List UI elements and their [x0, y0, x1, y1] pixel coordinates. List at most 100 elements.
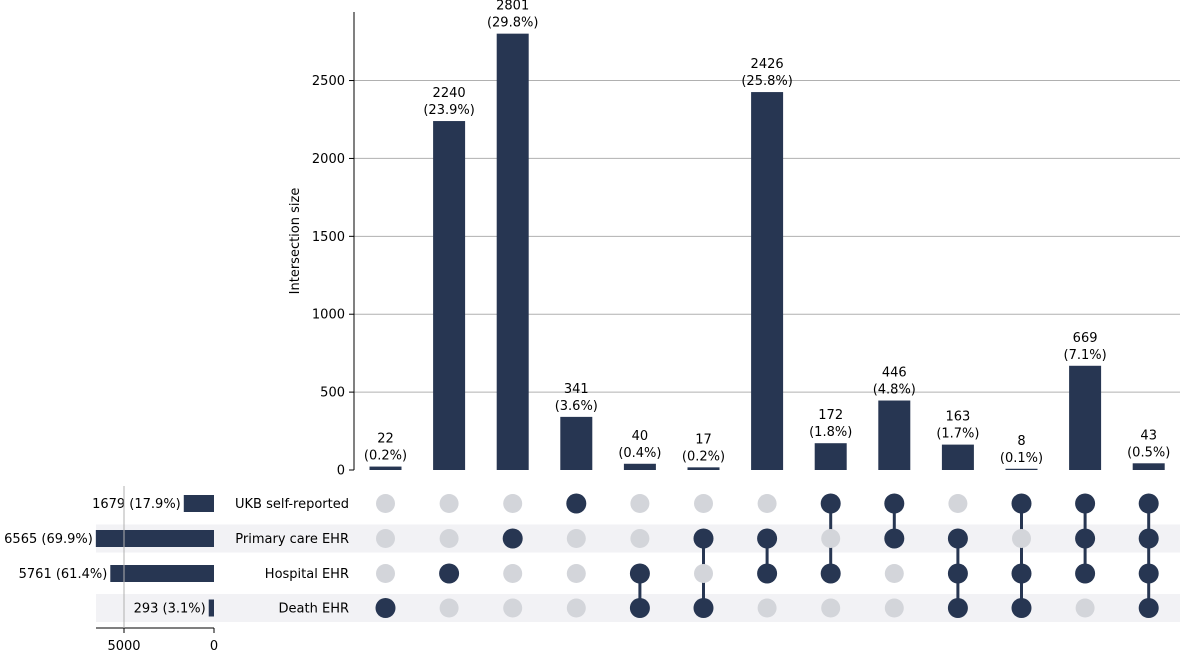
bar-percent-label: (1.7%) [936, 427, 979, 442]
matrix-dot-inactive [439, 598, 459, 618]
set-size-bar [95, 530, 214, 547]
matrix-dot-active [693, 598, 714, 618]
set-size-tick-label: 5000 [107, 639, 140, 652]
matrix-dot-active [375, 598, 396, 618]
y-tick-label: 1000 [312, 308, 345, 323]
intersection-bar [369, 466, 402, 470]
intersection-bar [814, 443, 847, 470]
set-size-label: 6565 (69.9%) [4, 532, 93, 547]
bar-percent-label: (7.1%) [1064, 348, 1107, 363]
intersection-bar [433, 121, 466, 471]
intersection-bar [1005, 468, 1038, 470]
bar-percent-label: (1.8%) [809, 425, 852, 440]
matrix-dot-inactive [821, 598, 841, 618]
matrix-dot-active [439, 563, 460, 584]
matrix-dot-inactive [376, 494, 395, 513]
bar-count-label: 2426 [751, 57, 784, 72]
bar-count-label: 172 [818, 408, 843, 423]
matrix-dot-active [1138, 528, 1159, 549]
intersection-bar [751, 92, 784, 470]
bar-count-label: 669 [1073, 331, 1098, 346]
bar-count-label: 8 [1017, 434, 1025, 449]
set-size-label: 293 (3.1%) [134, 602, 206, 617]
set-size-bar [208, 599, 214, 617]
matrix-dot-inactive [884, 564, 904, 583]
matrix-dot-inactive [503, 598, 523, 618]
matrix-dot-active [820, 563, 841, 584]
set-size-bar [183, 495, 214, 512]
matrix-dot-active [629, 598, 650, 618]
matrix-dot-active [1138, 493, 1159, 514]
matrix-dot-active [629, 563, 650, 584]
set-size-tick-label: 0 [210, 639, 218, 652]
bar-count-label: 17 [695, 432, 712, 447]
matrix-dot-active [884, 493, 905, 514]
bar-percent-label: (4.8%) [873, 383, 916, 398]
matrix-dot-inactive [630, 529, 650, 548]
matrix-dot-inactive [439, 529, 459, 548]
set-size-label: 1679 (17.9%) [92, 497, 181, 512]
intersection-bar [941, 444, 974, 470]
bar-count-label: 43 [1140, 428, 1157, 443]
matrix-dot-active [884, 528, 905, 549]
matrix-dot-inactive [757, 598, 777, 618]
matrix-dot-active [1011, 563, 1032, 584]
y-tick-label: 1500 [312, 230, 345, 245]
intersection-bar [623, 463, 656, 470]
bar-count-label: 446 [882, 366, 907, 381]
matrix-dot-inactive [884, 598, 904, 618]
matrix-dot-active [1011, 493, 1032, 514]
bar-percent-label: (3.6%) [555, 399, 598, 414]
set-name-label: UKB self-reported [235, 497, 349, 512]
set-size-label: 5761 (61.4%) [19, 567, 108, 582]
matrix-dot-inactive [694, 564, 713, 583]
bar-percent-label: (23.9%) [423, 103, 474, 118]
bar-percent-label: (0.2%) [682, 449, 725, 464]
matrix-dot-inactive [376, 564, 395, 583]
matrix-dot-active [1075, 493, 1096, 514]
matrix-dot-active [693, 528, 714, 549]
bar-percent-label: (29.8%) [487, 16, 538, 31]
matrix-dot-active [820, 493, 841, 514]
intersection-bar [687, 467, 720, 470]
y-tick-label: 2000 [312, 152, 345, 167]
bar-percent-label: (0.1%) [1000, 451, 1043, 466]
matrix-dot-inactive [439, 494, 459, 513]
matrix-dot-inactive [1075, 598, 1095, 618]
y-tick-label: 500 [320, 386, 345, 401]
set-size-bar [110, 565, 214, 582]
bar-percent-label: (25.8%) [741, 74, 792, 89]
bar-percent-label: (0.5%) [1127, 445, 1170, 460]
bar-percent-label: (0.2%) [364, 449, 407, 464]
matrix-dot-active [566, 493, 587, 514]
matrix-dot-active [1011, 598, 1032, 618]
matrix-dot-active [1075, 563, 1096, 584]
matrix-dot-active [1138, 598, 1159, 618]
intersection-bar [560, 416, 593, 470]
matrix-dot-inactive [1012, 529, 1031, 548]
y-axis-label: Intersection size [288, 188, 303, 295]
matrix-dot-inactive [566, 598, 586, 618]
intersection-bar [878, 400, 911, 470]
bar-count-label: 163 [945, 410, 970, 425]
bar-count-label: 2240 [433, 86, 466, 101]
matrix-dot-inactive [376, 529, 395, 548]
bar-count-label: 22 [377, 432, 394, 447]
matrix-dot-active [947, 598, 968, 618]
intersection-bar [1132, 463, 1165, 470]
matrix-dot-active [1075, 528, 1096, 549]
matrix-dot-active [947, 563, 968, 584]
matrix-dot-inactive [566, 529, 586, 548]
matrix-dot-inactive [694, 494, 713, 513]
intersection-bar [496, 33, 529, 470]
matrix-dot-inactive [503, 564, 523, 583]
matrix-dot-inactive [566, 564, 586, 583]
matrix-dot-inactive [503, 494, 523, 513]
bar-count-label: 40 [632, 429, 649, 444]
bar-count-label: 341 [564, 382, 589, 397]
matrix-dot-active [757, 528, 778, 549]
set-name-label: Death EHR [279, 602, 349, 617]
matrix-dot-active [502, 528, 523, 549]
matrix-dot-active [757, 563, 778, 584]
